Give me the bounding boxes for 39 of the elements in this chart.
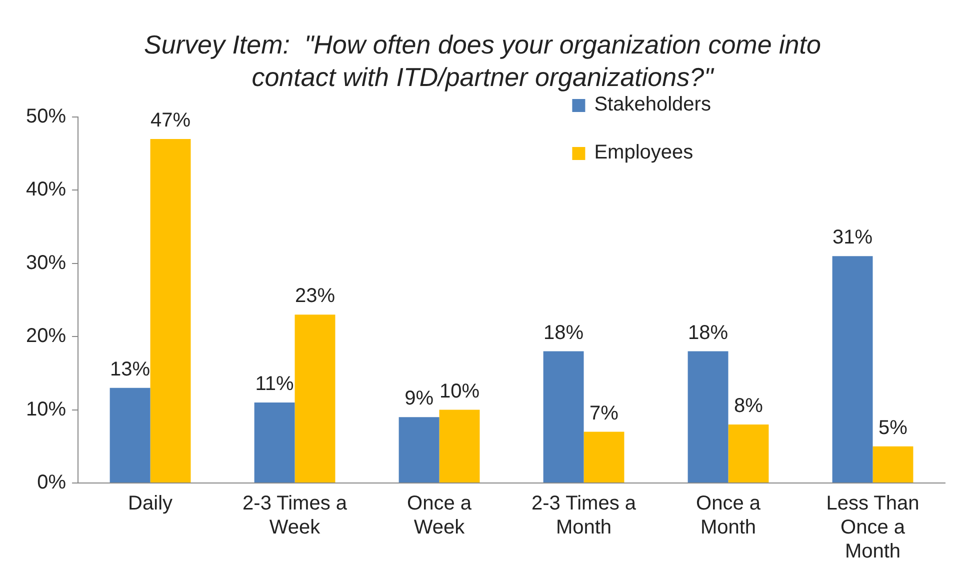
x-tick-label: Once a Month (696, 492, 762, 539)
bar (688, 351, 728, 482)
data-label: 11% (255, 372, 294, 395)
data-label: 47% (150, 109, 191, 132)
bar (832, 256, 873, 482)
y-tick-label: 40% (26, 178, 66, 201)
data-label: 18% (544, 322, 584, 344)
bar (150, 138, 191, 482)
x-tick-label: Less Than Once a Month (826, 492, 920, 563)
bar (294, 314, 336, 482)
bar (543, 351, 584, 482)
chart-title: Survey Item: "How often does your organization come into contact with ITD/partner organizations?" (144, 29, 821, 92)
bar (439, 410, 480, 482)
data-label: 13% (110, 358, 150, 380)
y-tick-label: 20% (26, 325, 66, 348)
bar (110, 388, 150, 482)
legend-label: Employees (594, 142, 694, 164)
x-tick-label: Daily (128, 492, 173, 515)
x-tick-label: Once a Week (407, 492, 472, 539)
y-tick-label: 50% (26, 106, 66, 128)
data-label: 31% (832, 226, 873, 249)
x-tick-label: 2-3 Times a Week (242, 492, 348, 539)
legend-label: Stakeholders (594, 94, 711, 116)
bar (872, 446, 914, 482)
data-label: 5% (878, 416, 908, 439)
data-label: 18% (688, 322, 728, 344)
x-tick-label: 2-3 Times a Month (532, 492, 637, 539)
data-label: 10% (439, 380, 480, 402)
y-tick-label: 0% (37, 472, 66, 494)
bar (728, 424, 769, 482)
y-tick-label: 10% (26, 398, 66, 420)
y-tick-label: 30% (26, 252, 66, 274)
data-label: 8% (734, 394, 764, 417)
data-label: 7% (590, 402, 619, 424)
bar (254, 402, 295, 482)
data-label: 23% (294, 285, 336, 308)
bar (398, 417, 440, 482)
bar (584, 432, 624, 482)
data-label: 9% (404, 388, 434, 410)
